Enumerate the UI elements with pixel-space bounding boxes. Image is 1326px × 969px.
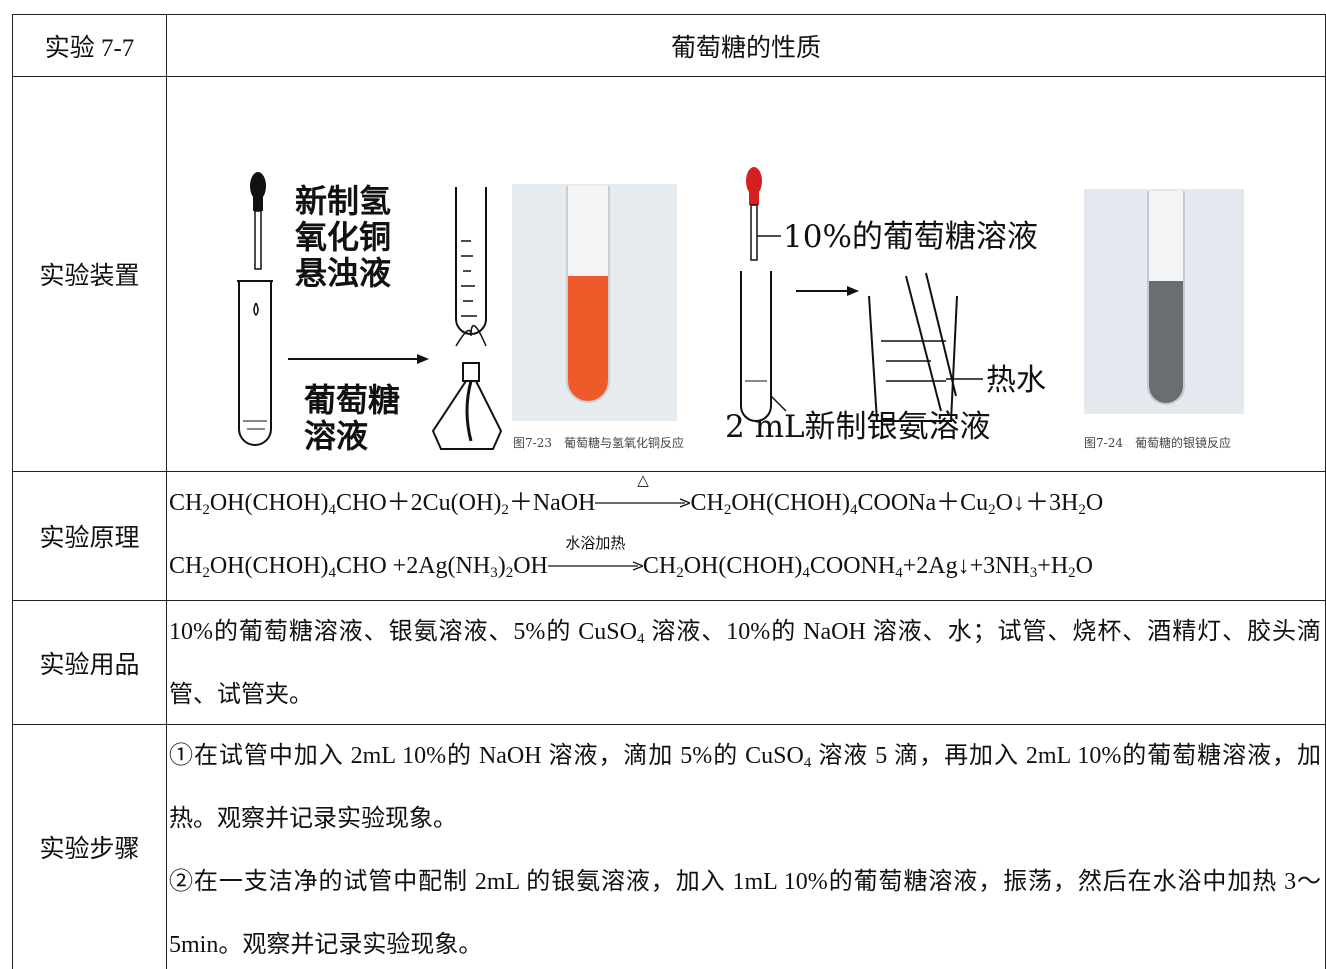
equations: CH2OH(CHOH)4CHO＋2Cu(OH)2＋NaOH △ CH2OH(CHOH… <box>166 471 1326 600</box>
figure-label: 热水 <box>986 363 1046 398</box>
text-run: +2Ag↓+3NH <box>902 553 1030 579</box>
text-run: 溶液、10%的 NaOH 溶液、水；试管、烧杯、酒精灯、胶头滴管、试管夹。 <box>169 619 1322 708</box>
row-label: 实验用品 <box>12 600 166 724</box>
text-run: OH(CHOH) <box>731 490 850 516</box>
subscript: 2 <box>501 502 509 518</box>
text-run: CH <box>642 553 677 579</box>
text-run: CH <box>169 490 203 516</box>
table-title: 葡萄糖的性质 <box>166 14 1326 76</box>
text-run: ②在一支洁净的试管中配制 2mL 的银氨溶液，加入 1mL 10%的葡萄糖溶液，… <box>169 869 1321 958</box>
text-run: O <box>1075 553 1094 579</box>
text-run: CHO＋2Cu(OH) <box>336 490 502 516</box>
subscript: 4 <box>803 755 812 771</box>
paragraph: 10%的葡萄糖溶液、银氨溶液、5%的 CuSO4 溶液、10%的 NaOH 溶液… <box>167 601 1325 727</box>
text-run: CHO +2Ag(NH <box>336 553 491 579</box>
subscript: 4 <box>849 502 858 518</box>
figure-label: 2 mL新制银氨溶液 <box>725 409 991 445</box>
equation: CH2OH(CHOH)4CHO＋2Cu(OH)2＋NaOH △ CH2OH(CHOH… <box>167 472 1325 535</box>
figure-label: 悬浊液 <box>295 254 391 292</box>
procedure: ①在试管中加入 2mL 10%的 NaOH 溶液，滴加 5%的 CuSO4 溶液… <box>166 724 1326 969</box>
text-run: CH <box>169 553 203 579</box>
subscript: 2 <box>1068 565 1076 581</box>
text-run: 10%的葡萄糖溶液、银氨溶液、5%的 CuSO <box>169 619 637 645</box>
figure-label: 葡萄糖 <box>304 381 400 419</box>
materials: 10%的葡萄糖溶液、银氨溶液、5%的 CuSO4 溶液、10%的 NaOH 溶液… <box>166 600 1326 724</box>
text-run: ) <box>497 553 506 579</box>
arrow-line <box>547 561 643 571</box>
text-run: O <box>1085 490 1104 516</box>
text-run: OH <box>513 553 548 579</box>
text-run: OH(CHOH) <box>209 490 329 516</box>
paragraph: ②在一支洁净的试管中配制 2mL 的银氨溶液，加入 1mL 10%的葡萄糖溶液，… <box>167 851 1325 969</box>
subscript: 4 <box>328 502 337 518</box>
subscript: 2 <box>202 502 210 518</box>
subscript: 3 <box>1029 565 1038 581</box>
arrow-line <box>595 498 691 508</box>
equation: CH2OH(CHOH)4CHO +2Ag(NH3)2OH 水浴加热 CH2OH(CH… <box>167 535 1325 598</box>
text-run: 溶液 5 滴，再加入 2mL 10%的葡萄糖溶液，加热。观察并记录实验现象。 <box>169 743 1321 832</box>
figure-label: 氧化铜 <box>295 218 391 256</box>
figure-label: 图7-23 葡萄糖与氢氧化铜反应 <box>513 435 684 450</box>
reaction-arrow: 水浴加热 <box>547 536 643 573</box>
row-label: 实验装置 <box>12 76 166 471</box>
text-run: COONH <box>809 553 896 579</box>
row-label: 实验步骤 <box>12 724 166 969</box>
subscript: 4 <box>328 565 337 581</box>
text-run: COONa＋Cu <box>857 490 989 516</box>
figure-label: 图7-24 葡萄糖的银镜反应 <box>1084 435 1231 450</box>
text-run: OH(CHOH) <box>209 553 329 579</box>
text-run: ①在试管中加入 2mL 10%的 NaOH 溶液，滴加 5%的 CuSO <box>169 743 804 769</box>
figure-label: 溶液 <box>304 417 368 455</box>
subscript: 4 <box>802 565 810 581</box>
row-label: 实验原理 <box>12 471 166 600</box>
figure-label: 10%的葡萄糖溶液 <box>783 219 1038 255</box>
subscript: 2 <box>1078 502 1086 518</box>
text-run: O↓＋3H <box>995 490 1079 516</box>
arrow-condition: △ <box>637 473 649 489</box>
subscript: 2 <box>676 565 684 581</box>
text-run: +H <box>1037 553 1069 579</box>
subscript: 2 <box>988 502 996 518</box>
reaction-arrow: △ <box>595 473 691 510</box>
figure-cell: 新制氢 氧化铜 悬浊液葡萄糖 溶液 图7-23 葡萄糖与氢氧化铜反应 10%的葡萄糖溶液热… <box>166 76 1326 471</box>
figure-label: 新制氢 <box>295 182 391 220</box>
subscript: 3 <box>490 565 498 581</box>
arrow-condition: 水浴加热 <box>565 536 626 552</box>
subscript: 4 <box>636 631 645 647</box>
subscript: 4 <box>895 565 903 581</box>
subscript: 2 <box>505 565 514 581</box>
text-run: OH(CHOH) <box>683 553 803 579</box>
text-run: CH <box>690 490 724 516</box>
subscript: 2 <box>723 502 732 518</box>
paragraph: ①在试管中加入 2mL 10%的 NaOH 溶液，滴加 5%的 CuSO4 溶液… <box>167 725 1325 851</box>
row-label: 实验 7-7 <box>12 14 166 76</box>
subscript: 2 <box>202 565 210 581</box>
text-run: ＋NaOH <box>508 490 596 516</box>
